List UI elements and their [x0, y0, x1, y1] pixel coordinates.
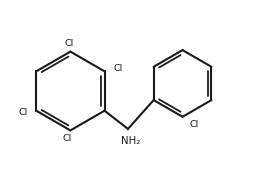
Text: NH₂: NH₂: [121, 136, 141, 146]
Text: Cl: Cl: [113, 64, 122, 73]
Text: Cl: Cl: [64, 39, 74, 48]
Text: Cl: Cl: [63, 134, 72, 143]
Text: Cl: Cl: [19, 108, 28, 117]
Text: Cl: Cl: [189, 120, 198, 129]
